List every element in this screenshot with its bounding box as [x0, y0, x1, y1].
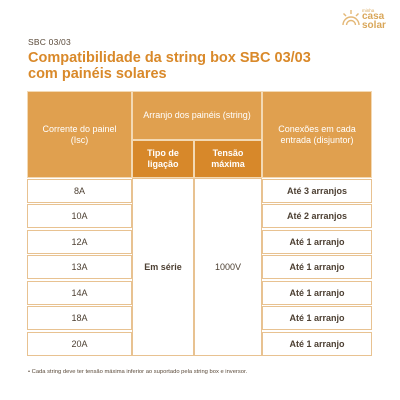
logo-small-text: minha [362, 8, 375, 13]
max-voltage-text: 1000V [214, 261, 242, 272]
connections-value: Até 1 arranjo [289, 312, 345, 323]
sun-house-icon [342, 10, 360, 26]
connection-type-value: Em série [132, 178, 194, 356]
table-row-current: 8A [27, 179, 132, 203]
title-line-2: com painéis solares [28, 66, 167, 82]
table-row-connections: Até 1 arranjo [262, 255, 372, 279]
brand-logo: minha casa solar [340, 6, 396, 32]
connection-type-text: Em série [144, 261, 182, 272]
footnote: • Cada string deve ter tensão máxima inf… [28, 369, 248, 375]
current-value: 10A [71, 210, 88, 221]
table-row-connections: Até 1 arranjo [262, 281, 372, 305]
connections-value: Até 1 arranjo [289, 261, 345, 272]
table-row-current: 18A [27, 306, 132, 330]
table-row-current: 13A [27, 255, 132, 279]
page-title: Compatibilidade da string box SBC 03/03 … [28, 50, 348, 82]
logo-line-2: solar [362, 20, 386, 31]
table-row-connections: Até 1 arranjo [262, 332, 372, 356]
top-label: SBC 03/03 [28, 37, 71, 47]
table-row-current: 14A [27, 281, 132, 305]
header-max-voltage-label: Tensão máxima [211, 148, 245, 169]
header-connection-type: Tipo de ligação [132, 140, 194, 178]
current-value: 13A [71, 261, 88, 272]
header-string-group-label: Arranjo dos painéis (string) [143, 110, 251, 120]
table-row-current: 12A [27, 230, 132, 254]
connections-value: Até 1 arranjo [289, 287, 345, 298]
title-line-1: Compatibilidade da string box SBC 03/03 [28, 50, 311, 66]
current-value: 18A [71, 312, 88, 323]
header-string-group: Arranjo dos painéis (string) [132, 91, 262, 140]
connections-value: Até 2 arranjos [286, 210, 348, 221]
table-row-current: 20A [27, 332, 132, 356]
current-value: 8A [73, 185, 85, 196]
connections-value: Até 3 arranjos [286, 185, 348, 196]
connections-value: Até 1 arranjo [289, 338, 345, 349]
table-row-current: 10A [27, 204, 132, 228]
current-value: 12A [71, 236, 88, 247]
table-row-connections: Até 3 arranjos [262, 179, 372, 203]
current-value: 20A [71, 338, 88, 349]
header-connections: Conexões em cada entrada (disjuntor) [262, 91, 372, 178]
current-value: 14A [71, 287, 88, 298]
connections-value: Até 1 arranjo [289, 236, 345, 247]
header-connections-label: Conexões em cada entrada (disjuntor) [278, 123, 356, 145]
table-row-connections: Até 2 arranjos [262, 204, 372, 228]
header-connection-type-label: Tipo de ligação [147, 148, 179, 169]
header-current-label: Corrente do painel (Isc) [42, 123, 117, 145]
max-voltage-value: 1000V [194, 178, 262, 356]
table-row-connections: Até 1 arranjo [262, 230, 372, 254]
table-row-connections: Até 1 arranjo [262, 306, 372, 330]
logo-line-1: casa [362, 11, 385, 22]
header-current: Corrente do painel (Isc) [27, 91, 132, 178]
header-max-voltage: Tensão máxima [194, 140, 262, 178]
